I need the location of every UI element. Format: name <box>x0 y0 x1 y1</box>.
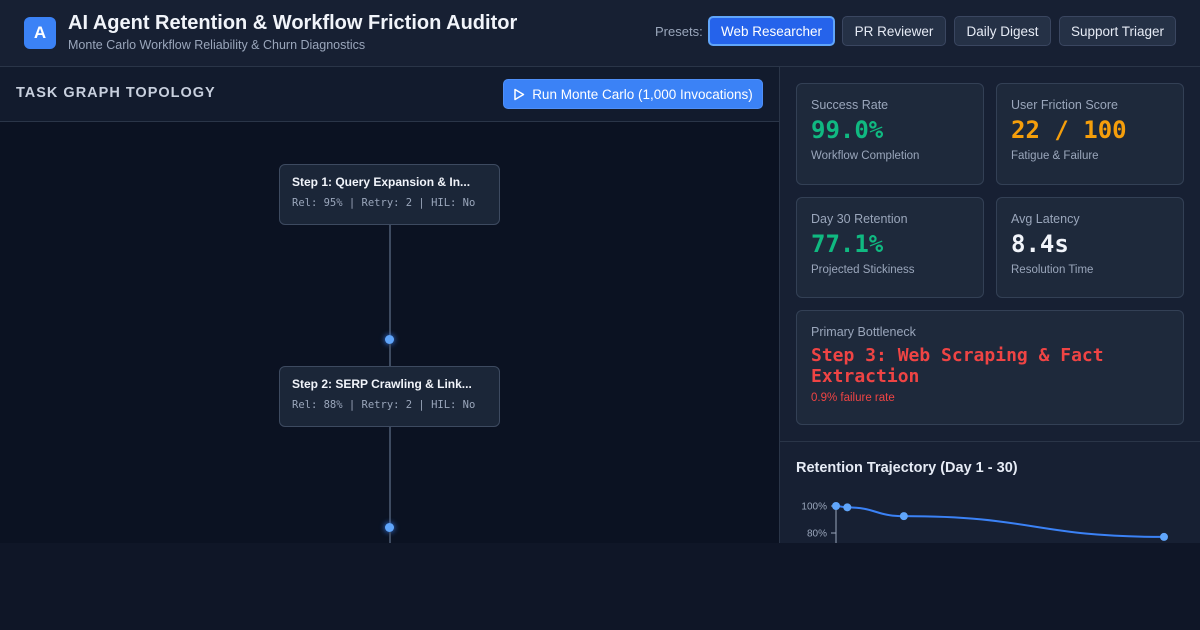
run-button-label: Run Monte Carlo (1,000 Invocations) <box>532 86 753 102</box>
run-monte-carlo-button[interactable]: Run Monte Carlo (1,000 Invocations) <box>503 79 763 109</box>
preset-web-researcher-button[interactable]: Web Researcher <box>708 16 835 46</box>
task-graph-title: TASK GRAPH TOPOLOGY <box>16 85 216 101</box>
retention-data-point <box>899 512 908 521</box>
retention-chart-title: Retention Trajectory (Day 1 - 30) <box>796 460 1018 476</box>
graph-edge <box>389 225 391 335</box>
latency-label: Avg Latency <box>1011 212 1080 226</box>
preset-support-triager-button[interactable]: Support Triager <box>1059 16 1176 46</box>
retention-series-line <box>835 505 1165 538</box>
bottleneck-value: Step 3: Web Scraping & Fact Extraction <box>811 345 1104 387</box>
task-node-title: Step 2: SERP Crawling & Link... <box>292 377 472 391</box>
graph-edge <box>389 344 391 366</box>
bottleneck-label: Primary Bottleneck <box>811 325 916 339</box>
graph-edge <box>389 427 391 523</box>
task-node-step-1[interactable]: Step 1: Query Expansion & In... Rel: 95%… <box>279 164 500 225</box>
task-node-meta: Rel: 88% | Retry: 2 | HIL: No <box>292 399 476 411</box>
task-graph-panel: TASK GRAPH TOPOLOGY Run Monte Carlo (1,0… <box>0 67 780 543</box>
latency-card: Avg Latency 8.4s Resolution Time <box>996 197 1184 298</box>
y-tick-label: 80% <box>807 529 827 540</box>
success-rate-value: 99.0% <box>811 116 884 144</box>
friction-score-card: User Friction Score 22 / 100 Fatigue & F… <box>996 83 1184 185</box>
graph-edge <box>389 532 391 543</box>
success-rate-sub: Workflow Completion <box>811 150 920 162</box>
retention-label: Day 30 Retention <box>811 212 908 226</box>
bottleneck-card: Primary Bottleneck Step 3: Web Scraping … <box>796 310 1184 425</box>
presets-label: Presets: <box>655 24 703 39</box>
success-rate-card: Success Rate 99.0% Workflow Completion <box>796 83 984 185</box>
graph-edge-dot <box>385 335 394 344</box>
retention-card: Day 30 Retention 77.1% Projected Stickin… <box>796 197 984 298</box>
app-title: AI Agent Retention & Workflow Friction A… <box>68 12 518 34</box>
graph-edge-dot <box>385 523 394 532</box>
retention-data-point <box>843 503 852 512</box>
retention-sub: Projected Stickiness <box>811 264 915 276</box>
section-divider <box>780 441 1200 442</box>
retention-data-point <box>1160 532 1168 541</box>
retention-chart: 100% 80% <box>801 502 1168 543</box>
y-tick-label: 100% <box>801 502 827 513</box>
retention-value: 77.1% <box>811 230 884 258</box>
preset-pr-reviewer-button[interactable]: PR Reviewer <box>842 16 946 46</box>
task-graph-header: TASK GRAPH TOPOLOGY Run Monte Carlo (1,0… <box>0 67 779 122</box>
preset-daily-digest-button[interactable]: Daily Digest <box>954 16 1051 46</box>
task-node-step-2[interactable]: Step 2: SERP Crawling & Link... Rel: 88%… <box>279 366 500 427</box>
latency-value: 8.4s <box>1011 230 1069 258</box>
retention-data-point <box>832 502 840 510</box>
app-header: A AI Agent Retention & Workflow Friction… <box>0 0 1200 67</box>
friction-score-sub: Fatigue & Failure <box>1011 150 1099 162</box>
task-node-meta: Rel: 95% | Retry: 2 | HIL: No <box>292 197 476 209</box>
friction-score-label: User Friction Score <box>1011 98 1118 112</box>
success-rate-label: Success Rate <box>811 98 889 112</box>
latency-sub: Resolution Time <box>1011 264 1094 276</box>
app-subtitle: Monte Carlo Workflow Reliability & Churn… <box>68 38 366 52</box>
task-node-title: Step 1: Query Expansion & In... <box>292 175 471 189</box>
app-logo: A <box>24 17 56 49</box>
bottleneck-sub: 0.9% failure rate <box>811 392 895 404</box>
friction-score-value: 22 / 100 <box>1011 116 1127 144</box>
play-icon <box>513 88 525 101</box>
metrics-panel: Success Rate 99.0% Workflow Completion U… <box>780 67 1200 543</box>
